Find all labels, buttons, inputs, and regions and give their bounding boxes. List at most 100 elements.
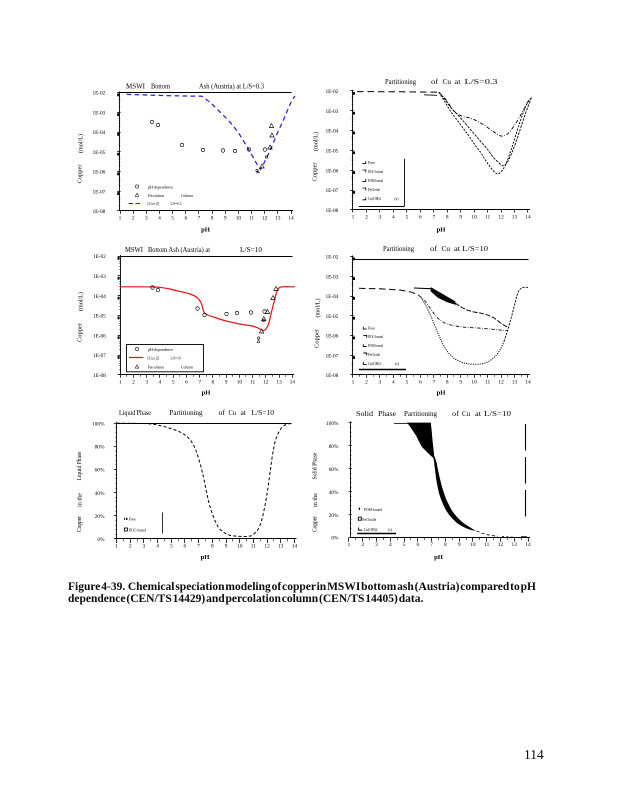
- svg-text:Cu: Cu: [443, 79, 452, 86]
- svg-text:(mol/L): (mol/L): [78, 134, 85, 153]
- svg-text:12: 12: [498, 380, 504, 386]
- svg-text:at L/S=10: at L/S=10: [454, 246, 489, 253]
- svg-text:(s): (s): [395, 196, 400, 201]
- svg-text:11: 11: [485, 380, 490, 386]
- svg-text:1E-07: 1E-07: [93, 353, 106, 359]
- svg-text:9: 9: [224, 216, 227, 222]
- svg-text:of: of: [452, 411, 460, 418]
- svg-text:6: 6: [184, 543, 187, 549]
- svg-text:6: 6: [417, 542, 420, 548]
- svg-text:10: 10: [471, 380, 477, 386]
- svg-text:at: at: [475, 411, 481, 418]
- svg-text:Bottom Ash (Austria) at: Bottom Ash (Austria) at: [148, 247, 210, 254]
- svg-text:10: 10: [237, 543, 243, 549]
- svg-text:13: 13: [512, 542, 518, 548]
- svg-text:10: 10: [236, 216, 242, 222]
- svg-text:1E-06: 1E-06: [326, 168, 339, 174]
- svg-text:11: 11: [249, 216, 254, 222]
- svg-text:Cu(OH)2: Cu(OH)2: [368, 196, 381, 201]
- svg-text:pH: pH: [201, 227, 211, 234]
- svg-text:FeOxide: FeOxide: [368, 187, 380, 192]
- svg-text:5: 5: [170, 543, 173, 549]
- svg-text:8: 8: [211, 216, 214, 222]
- svg-text:1E-06: 1E-06: [326, 334, 339, 340]
- svg-text:13: 13: [275, 216, 281, 222]
- svg-text:1E-07: 1E-07: [326, 353, 339, 359]
- svg-text:10: 10: [470, 542, 476, 548]
- svg-text:1: 1: [119, 380, 122, 386]
- svg-text:2: 2: [132, 216, 135, 222]
- svg-text:[Cu+2]: [Cu+2]: [148, 355, 160, 360]
- svg-text:1E-08: 1E-08: [93, 373, 106, 379]
- svg-text:L/S=0.3: L/S=0.3: [465, 79, 499, 86]
- svg-text:20%: 20%: [95, 514, 105, 520]
- svg-text:1E-05: 1E-05: [93, 314, 106, 320]
- svg-text:1E-06: 1E-06: [93, 333, 106, 339]
- svg-text:7: 7: [197, 543, 200, 549]
- svg-text:0%: 0%: [97, 537, 105, 543]
- svg-text:2: 2: [132, 380, 135, 386]
- svg-text:14: 14: [525, 214, 531, 220]
- svg-text:1E-08: 1E-08: [326, 373, 339, 379]
- svg-text:1E-08: 1E-08: [326, 208, 339, 214]
- svg-text:1E-06: 1E-06: [93, 170, 106, 176]
- svg-text:Bottom: Bottom: [151, 84, 171, 91]
- svg-text:4: 4: [389, 542, 392, 548]
- svg-text:7: 7: [430, 542, 433, 548]
- svg-text:80%: 80%: [329, 444, 339, 450]
- svg-text:L/S=10: L/S=10: [484, 411, 512, 418]
- svg-text:1E-02: 1E-02: [326, 89, 339, 95]
- svg-text:11: 11: [485, 214, 490, 220]
- svg-text:11: 11: [250, 380, 255, 386]
- svg-text:Partitioning: Partitioning: [385, 79, 417, 86]
- svg-text:4: 4: [392, 214, 395, 220]
- svg-text:pH: pH: [202, 389, 212, 396]
- svg-text:1E-03: 1E-03: [93, 274, 106, 280]
- svg-text:1E-05: 1E-05: [326, 149, 339, 155]
- svg-text:pH-dependence: pH-dependence: [148, 185, 173, 190]
- svg-text:(mol/L): (mol/L): [78, 292, 85, 311]
- svg-text:14: 14: [525, 542, 531, 548]
- svg-text:12: 12: [263, 380, 269, 386]
- svg-text:1E-05: 1E-05: [326, 314, 339, 320]
- svg-text:Percolation: Percolation: [148, 365, 165, 370]
- svg-text:pH: pH: [434, 554, 444, 561]
- svg-text:FeOxide: FeOxide: [368, 352, 380, 357]
- svg-text:DOC-bound: DOC-bound: [129, 528, 147, 533]
- svg-text:pH: pH: [201, 554, 211, 561]
- svg-text:Partitioning: Partitioning: [383, 246, 415, 253]
- svg-text:L/S=10: L/S=10: [171, 355, 181, 360]
- svg-text:pH: pH: [437, 227, 447, 234]
- svg-text:7: 7: [198, 216, 201, 222]
- svg-text:9: 9: [459, 380, 462, 386]
- svg-text:1: 1: [348, 542, 351, 548]
- svg-text:2: 2: [365, 214, 368, 220]
- svg-text:(mol/L): (mol/L): [315, 299, 322, 318]
- svg-text:12: 12: [264, 543, 270, 549]
- svg-text:[Cu+2]: [Cu+2]: [148, 201, 160, 206]
- svg-text:Cu(OH)2: Cu(OH)2: [368, 361, 381, 366]
- svg-text:of: of: [219, 410, 226, 417]
- svg-text:6: 6: [185, 380, 188, 386]
- svg-text:7: 7: [198, 380, 201, 386]
- svg-text:8: 8: [211, 543, 214, 549]
- svg-text:4: 4: [392, 380, 395, 386]
- svg-text:1E-02: 1E-02: [326, 255, 339, 261]
- svg-text:Free: Free: [129, 516, 136, 521]
- svg-text:L/S=10: L/S=10: [240, 247, 263, 254]
- svg-text:14: 14: [525, 380, 531, 386]
- svg-text:Liquid Phase: Liquid Phase: [119, 410, 151, 417]
- svg-text:1E-08: 1E-08: [93, 209, 106, 215]
- svg-text:MSWI: MSWI: [126, 84, 146, 91]
- svg-text:Cu: Cu: [442, 246, 451, 253]
- svg-text:Copper: Copper: [77, 165, 84, 184]
- svg-text:1E-05: 1E-05: [93, 150, 106, 156]
- svg-text:1: 1: [352, 214, 355, 220]
- svg-text:1E-02: 1E-02: [93, 254, 106, 260]
- svg-text:9: 9: [459, 214, 462, 220]
- svg-text:11: 11: [251, 543, 256, 549]
- svg-text:MSWI: MSWI: [125, 247, 144, 254]
- svg-text:1E-03: 1E-03: [93, 110, 106, 116]
- svg-text:11: 11: [484, 542, 489, 548]
- svg-text:3: 3: [379, 380, 382, 386]
